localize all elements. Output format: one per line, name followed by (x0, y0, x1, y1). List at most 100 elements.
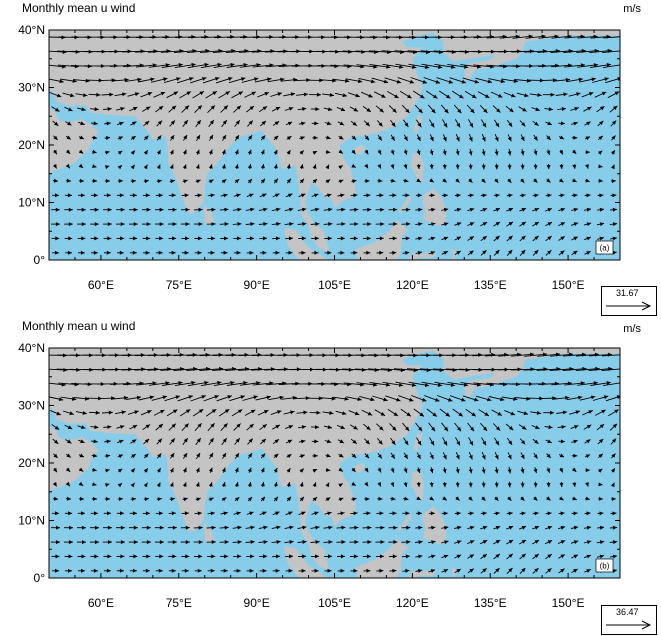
wind-vector (564, 381, 585, 386)
wind-vector (162, 34, 183, 39)
wind-vector (506, 525, 514, 530)
wind-vector (609, 540, 618, 545)
wind-vector (267, 77, 285, 83)
wind-vector (155, 207, 164, 212)
wind-vector (105, 165, 110, 169)
wind-vector (207, 193, 215, 198)
wind-vector (174, 62, 196, 69)
wind-vector (195, 149, 200, 155)
lat-tick-label: 0° (34, 253, 46, 267)
lat-tick-label: 20°N (18, 456, 45, 470)
wind-vector (455, 119, 461, 128)
wind-vector (385, 395, 401, 402)
wind-vector (168, 423, 177, 431)
wind-vector (611, 497, 616, 501)
wind-vector (480, 525, 488, 530)
wind-vector (377, 438, 383, 445)
wind-vector (103, 193, 111, 198)
wind-vector (410, 77, 428, 84)
wind-vector (364, 453, 370, 459)
wind-vector (142, 568, 150, 573)
wind-vector (233, 568, 241, 573)
wind-vector (260, 135, 266, 141)
wind-vector (324, 236, 332, 241)
wind-vector (270, 92, 283, 97)
wind-vector (542, 92, 555, 97)
wind-vector (116, 107, 125, 111)
wind-vector (272, 236, 281, 241)
wind-vector (454, 222, 462, 226)
wind-vector (77, 207, 86, 212)
wind-vector (196, 134, 201, 141)
wind-vector (447, 381, 469, 387)
wind-vector (583, 106, 592, 112)
wind-vector (415, 207, 423, 212)
wind-vector (194, 105, 203, 114)
wind-vector (338, 483, 344, 488)
wind-vector (350, 511, 358, 516)
wind-vector (390, 482, 395, 487)
wind-vector (218, 408, 230, 417)
wind-vector (336, 424, 345, 430)
wind-vector (117, 164, 123, 170)
wind-vector (234, 134, 240, 141)
wind-vector (462, 395, 479, 402)
wind-vector (403, 496, 409, 501)
wind-vector (436, 77, 454, 84)
wind-vector (566, 395, 583, 401)
wind-vector (170, 134, 175, 141)
wind-vector (337, 511, 345, 516)
wind-vector (583, 424, 592, 430)
wind-vector (234, 482, 239, 488)
wind-vector (415, 540, 423, 545)
wind-vector (214, 34, 235, 39)
wind-vector (467, 236, 475, 241)
wind-vector (369, 382, 391, 387)
wind-vector (529, 93, 542, 97)
wind-vector (507, 452, 512, 460)
wind-vector (208, 482, 213, 488)
wind-vector (233, 423, 241, 431)
wind-vector (532, 511, 539, 516)
wind-vector (481, 119, 487, 128)
wind-vector (506, 249, 513, 257)
wind-vector (390, 134, 396, 141)
land-polygon (451, 248, 457, 260)
wind-vector (323, 425, 333, 429)
wind-vector (364, 481, 369, 487)
wind-vector (194, 568, 202, 573)
wind-vector (112, 395, 129, 400)
wind-vector (468, 437, 474, 446)
wind-vector (273, 496, 279, 502)
wind-vector (449, 77, 467, 84)
panel-b-units: m/s (623, 323, 641, 335)
wind-vector (452, 408, 464, 417)
wind-vector (181, 236, 190, 241)
wind-vector (257, 91, 270, 98)
wind-vector (234, 467, 239, 473)
wind-vector (557, 425, 566, 429)
wind-vector (362, 554, 372, 559)
wind-vector (115, 525, 125, 530)
wind-vector (285, 425, 294, 430)
wind-vector (415, 511, 422, 516)
wind-vector (258, 222, 268, 226)
wind-vector (155, 554, 164, 559)
wind-vector (78, 121, 85, 126)
wind-vector (52, 250, 59, 255)
wind-vector (362, 105, 372, 113)
wind-vector (336, 222, 346, 226)
wind-vector (116, 193, 124, 198)
wind-vector (481, 481, 486, 488)
wind-vector (494, 437, 500, 446)
wind-vector (64, 207, 73, 212)
wind-vector (609, 105, 618, 113)
wind-vector (610, 438, 617, 445)
wind-vector (531, 539, 540, 545)
wind-vector (493, 511, 500, 516)
wind-vector (273, 178, 279, 184)
wind-vector (572, 164, 577, 169)
wind-vector (390, 452, 396, 459)
wind-vector (259, 511, 267, 516)
wind-vector (337, 121, 345, 126)
